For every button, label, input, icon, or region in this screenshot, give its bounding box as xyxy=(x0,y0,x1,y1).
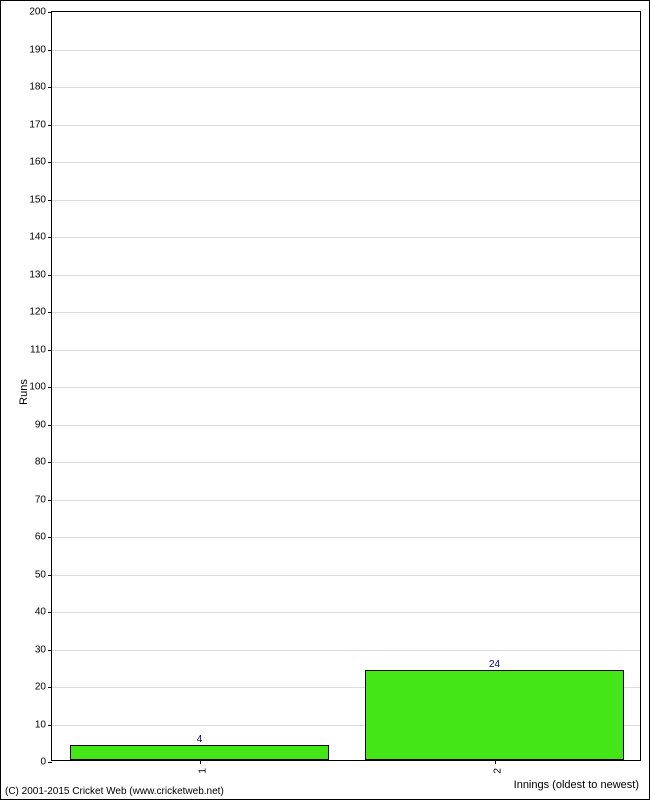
gridline xyxy=(52,500,640,501)
gridline xyxy=(52,312,640,313)
ytick-label: 60 xyxy=(35,532,52,543)
ytick-label: 20 xyxy=(35,682,52,693)
ytick-label: 110 xyxy=(30,344,52,355)
gridline xyxy=(52,275,640,276)
gridline xyxy=(52,50,640,51)
xtick-label: 1 xyxy=(197,768,208,774)
ytick-label: 80 xyxy=(35,457,52,468)
ytick-label: 160 xyxy=(29,157,52,168)
ytick-label: 180 xyxy=(29,82,52,93)
gridline xyxy=(52,462,640,463)
gridline xyxy=(52,162,640,163)
ytick-label: 130 xyxy=(29,269,52,280)
gridline xyxy=(52,575,640,576)
gridline xyxy=(52,425,640,426)
x-axis-label: Innings (oldest to newest) xyxy=(514,779,639,791)
gridline xyxy=(52,387,640,388)
gridline xyxy=(52,125,640,126)
ytick-label: 0 xyxy=(40,757,52,768)
ytick-label: 70 xyxy=(35,494,52,505)
ytick-label: 40 xyxy=(35,607,52,618)
ytick-label: 30 xyxy=(35,644,52,655)
ytick-label: 120 xyxy=(29,307,52,318)
ytick-label: 190 xyxy=(29,44,52,55)
xtick-label: 2 xyxy=(492,768,503,774)
y-axis-label: Runs xyxy=(18,379,30,405)
bar xyxy=(70,745,330,760)
gridline xyxy=(52,537,640,538)
gridline xyxy=(52,87,640,88)
plot-area: 0102030405060708090100110120130140150160… xyxy=(51,11,641,761)
ytick-label: 100 xyxy=(29,382,52,393)
ytick-label: 10 xyxy=(35,719,52,730)
bar-value-label: 24 xyxy=(489,659,500,670)
ytick-label: 90 xyxy=(35,419,52,430)
bar-value-label: 4 xyxy=(197,734,203,745)
gridline xyxy=(52,350,640,351)
ytick-label: 50 xyxy=(35,569,52,580)
xtick-mark xyxy=(495,760,496,764)
bar xyxy=(365,670,625,760)
gridline xyxy=(52,237,640,238)
gridline xyxy=(52,200,640,201)
copyright-text: (C) 2001-2015 Cricket Web (www.cricketwe… xyxy=(5,786,224,797)
ytick-label: 140 xyxy=(29,232,52,243)
gridline xyxy=(52,612,640,613)
gridline xyxy=(52,650,640,651)
chart-container: 0 10 20 30 40 50 60 70 80 90 100 110 120 130 140 150 160… xyxy=(0,0,650,800)
ytick-label: 170 xyxy=(29,119,52,130)
xtick-mark xyxy=(200,760,201,764)
ytick-label: 150 xyxy=(29,194,52,205)
ytick-label: 200 xyxy=(29,7,52,18)
